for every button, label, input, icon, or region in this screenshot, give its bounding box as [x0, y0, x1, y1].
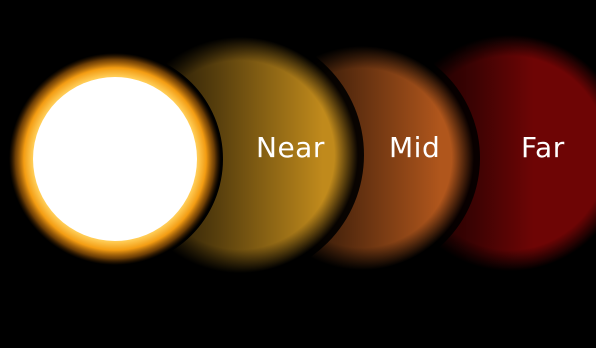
- mid-label: Mid: [389, 131, 441, 164]
- far-label: Far: [521, 131, 565, 164]
- star: [7, 51, 223, 267]
- near-label: Near: [256, 131, 325, 164]
